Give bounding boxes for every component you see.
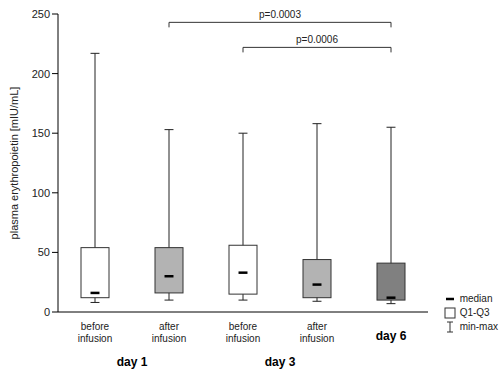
- svg-text:250: 250: [32, 8, 50, 20]
- svg-text:beforeinfusion: beforeinfusion: [226, 321, 260, 344]
- html-text:Q1-Q3: Q1-Q3: [459, 307, 490, 318]
- svg-text:50: 50: [38, 246, 50, 258]
- svg-text:200: 200: [32, 68, 50, 80]
- svg-text:afterinfusion: afterinfusion: [300, 321, 334, 344]
- svg-text:afterinfusion: afterinfusion: [152, 321, 186, 344]
- svg-text:day 3: day 3: [265, 355, 296, 369]
- svg-text:day 6: day 6: [376, 329, 407, 343]
- svg-text:150: 150: [32, 127, 50, 139]
- svg-text:p=0.0003: p=0.0003: [259, 9, 301, 20]
- html-text:min-max: min-max: [459, 321, 498, 332]
- svg-text:0: 0: [44, 306, 50, 318]
- svg-text:100: 100: [32, 187, 50, 199]
- svg-text:beforeinfusion: beforeinfusion: [78, 321, 112, 344]
- svg-text:plasma erythropoietin [mIU/mL]: plasma erythropoietin [mIU/mL]: [8, 87, 20, 240]
- svg-text:p=0.0006: p=0.0006: [296, 34, 338, 45]
- svg-text:day 1: day 1: [117, 355, 148, 369]
- html-text:median: median: [459, 293, 493, 304]
